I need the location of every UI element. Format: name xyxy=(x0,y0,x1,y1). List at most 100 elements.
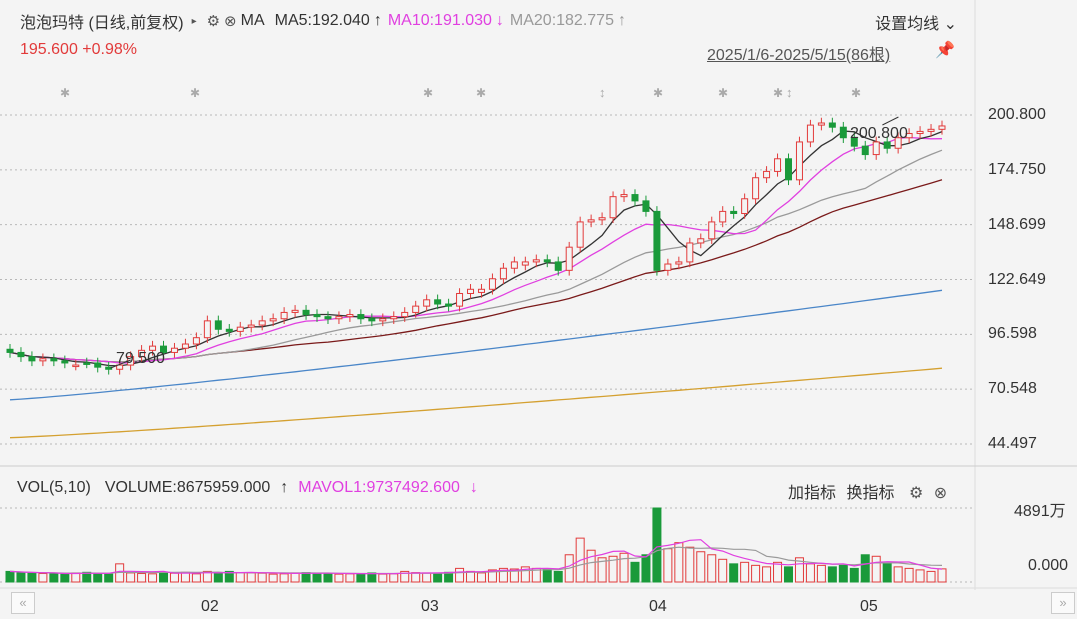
volume-bar xyxy=(838,564,848,583)
candle-body xyxy=(828,122,836,128)
chevron-down-icon: ⌄ xyxy=(943,16,957,33)
candle-body xyxy=(609,196,617,219)
candle-body xyxy=(510,261,518,269)
volume-bar xyxy=(202,570,212,583)
event-marker-icon: ✱ xyxy=(851,86,861,100)
scroll-left-button[interactable]: « xyxy=(11,592,35,614)
ma-settings-button[interactable]: 设置均线 ⌄ xyxy=(875,10,957,34)
low-marker-label: 79.500 xyxy=(116,350,165,367)
gear-icon[interactable]: ⚙ xyxy=(206,13,221,30)
candle-body xyxy=(730,210,738,215)
volume-bar xyxy=(400,570,410,583)
volume-bar xyxy=(476,572,486,583)
event-marker-icon: ✱ xyxy=(476,86,486,100)
volume-bar xyxy=(367,572,377,583)
volume-bar xyxy=(126,572,136,583)
add-indicator-button[interactable]: 加指标 xyxy=(788,485,837,502)
candle-body xyxy=(17,351,25,358)
scroll-right-button[interactable]: » xyxy=(1051,592,1075,614)
close-icon[interactable]: ⊗ xyxy=(224,13,237,30)
x-axis-label: 02 xyxy=(201,598,219,615)
candle-body xyxy=(280,311,288,320)
candle-body xyxy=(686,242,694,263)
volume-bar xyxy=(707,554,717,583)
volume-bar xyxy=(597,557,607,583)
date-range-link[interactable]: 2025/1/6-2025/5/15(86根) xyxy=(707,47,891,64)
volume-bar xyxy=(630,561,640,583)
candle-body xyxy=(708,221,716,240)
y-tick-label: 148.699 xyxy=(988,216,1046,233)
event-marker-icon: ↕ xyxy=(786,85,793,100)
candle-body xyxy=(697,238,705,244)
volume-bar xyxy=(740,561,750,583)
volume-bar xyxy=(871,555,881,583)
volume-bar xyxy=(279,573,289,583)
volume-bar xyxy=(827,566,837,583)
candle-body xyxy=(181,343,189,349)
volume-bar xyxy=(542,568,552,583)
candle-body xyxy=(138,349,146,358)
candle-body xyxy=(565,246,573,271)
volume-bar xyxy=(608,555,618,583)
volume-bar xyxy=(290,572,300,583)
close-icon[interactable]: ⊗ xyxy=(933,485,948,502)
candle-body xyxy=(247,324,255,328)
candle-body xyxy=(203,320,211,339)
mavol1-value: MAVOL1:9737492.600 xyxy=(298,479,460,496)
switch-indicator-button[interactable]: 换指标 xyxy=(846,485,895,502)
ma10-line xyxy=(9,136,943,364)
x-axis-label: 05 xyxy=(860,598,878,615)
volume-bar xyxy=(882,563,892,583)
ma10-arrow-icon: ↓ xyxy=(495,12,504,29)
candle-body xyxy=(192,337,200,345)
volume-bar xyxy=(224,570,234,583)
candle-body xyxy=(6,348,14,353)
candle-body xyxy=(488,278,496,290)
vol-label[interactable]: VOL(5,10) xyxy=(17,479,91,496)
candle-body xyxy=(456,292,464,307)
volume-bar xyxy=(718,558,728,583)
candle-body xyxy=(763,170,771,179)
candle-body xyxy=(105,366,113,370)
volume-bar xyxy=(553,570,563,583)
volume-bar xyxy=(641,554,651,583)
volume-bar xyxy=(915,569,925,583)
event-marker-icon: ✱ xyxy=(718,86,728,100)
candle-body xyxy=(160,345,168,353)
volume-bar xyxy=(674,542,684,583)
stock-title[interactable]: 泡泡玛特 (日线,前复权) xyxy=(20,15,184,32)
candle-body xyxy=(861,145,869,156)
candle-body xyxy=(938,125,946,130)
candle-body xyxy=(225,328,233,332)
low-marker-line xyxy=(110,359,131,369)
volume-bar xyxy=(191,573,201,583)
candle-body xyxy=(587,219,595,223)
volume-bar xyxy=(849,567,859,583)
ma5-arrow-icon: ↑ xyxy=(373,12,382,29)
volume-bar xyxy=(169,572,179,583)
candle-body xyxy=(335,316,343,320)
volume-bar xyxy=(268,573,278,583)
volume-bar xyxy=(685,546,695,583)
candle-body xyxy=(116,364,124,370)
volume-bar xyxy=(696,551,706,583)
pin-icon[interactable]: 📌 xyxy=(935,42,955,59)
ma20-line xyxy=(9,149,943,363)
candle-body xyxy=(170,347,178,353)
candle-body xyxy=(149,345,157,351)
volume-bar xyxy=(520,566,530,583)
candle-body xyxy=(61,360,69,364)
candle-body xyxy=(390,316,398,320)
chart-header: 泡泡玛特 (日线,前复权) ▸ ⚙ ⊗ MA MA5:192.040 ↑ MA1… xyxy=(20,9,632,33)
candle-body xyxy=(499,267,507,280)
candle-body xyxy=(83,362,91,365)
candle-body xyxy=(532,259,540,263)
y-tick-label: 122.649 xyxy=(988,271,1046,288)
candle-body xyxy=(675,261,683,265)
gear-icon[interactable]: ⚙ xyxy=(908,485,924,502)
title-caret-icon[interactable]: ▸ xyxy=(191,15,197,27)
candle-body xyxy=(927,128,935,132)
event-marker-icon: ↕ xyxy=(599,85,606,100)
ma120-line xyxy=(9,289,943,401)
